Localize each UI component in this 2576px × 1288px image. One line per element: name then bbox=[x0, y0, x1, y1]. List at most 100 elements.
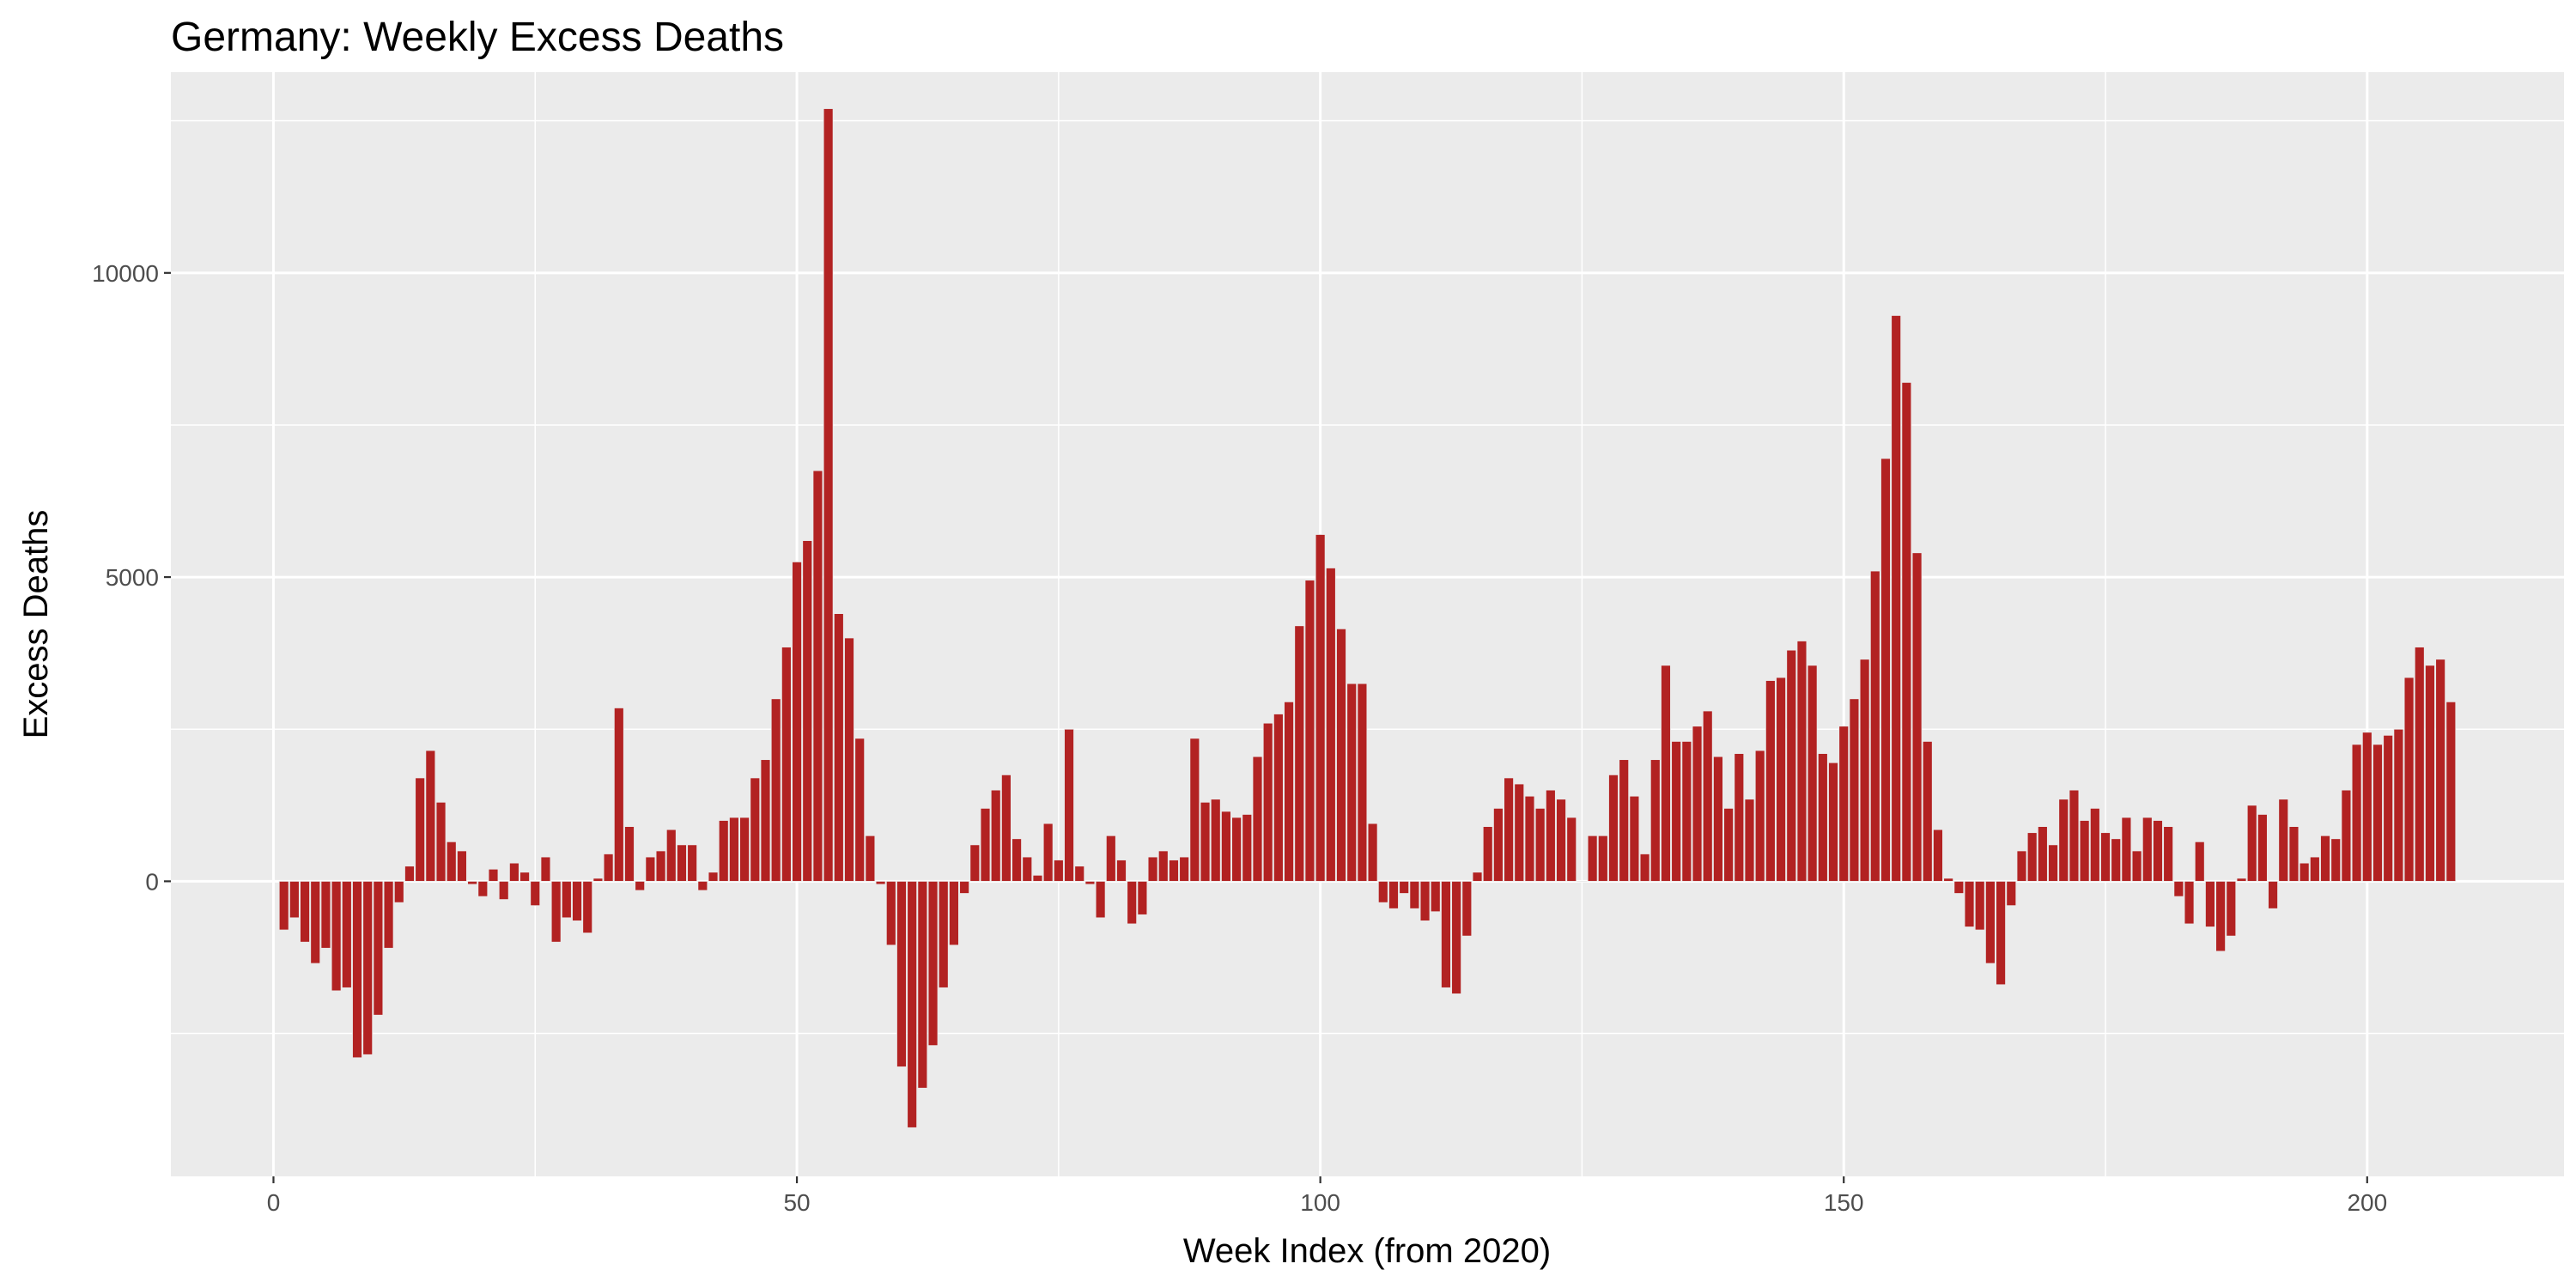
bar bbox=[1147, 856, 1158, 882]
bar bbox=[425, 750, 436, 882]
bar bbox=[613, 708, 624, 882]
bar bbox=[1880, 458, 1891, 882]
bar bbox=[446, 841, 457, 882]
plot-panel bbox=[171, 72, 2564, 1176]
bar bbox=[665, 829, 677, 882]
bar bbox=[833, 613, 844, 882]
bar bbox=[289, 880, 300, 919]
bar bbox=[2163, 826, 2174, 882]
chart-title: Germany: Weekly Excess Deaths bbox=[171, 15, 784, 60]
bar bbox=[1996, 880, 2006, 986]
bar bbox=[2121, 817, 2132, 882]
bar bbox=[1838, 726, 1850, 882]
bar bbox=[1116, 860, 1127, 882]
bar bbox=[1284, 701, 1294, 882]
x-axis-ticks: 0 50 100 150 200 bbox=[267, 1176, 2387, 1216]
bar bbox=[718, 820, 729, 882]
bar bbox=[1482, 826, 1493, 882]
y-tick-label: 5000 bbox=[106, 564, 159, 591]
x-tick-label: 50 bbox=[783, 1189, 810, 1216]
bar bbox=[2435, 659, 2446, 882]
bar bbox=[530, 880, 541, 907]
bar bbox=[1357, 683, 1368, 882]
bar bbox=[2016, 850, 2027, 882]
bar bbox=[854, 738, 866, 882]
bar bbox=[498, 880, 509, 901]
bar bbox=[592, 878, 604, 882]
bar bbox=[1943, 878, 1954, 882]
bar bbox=[938, 880, 949, 988]
bar bbox=[1911, 552, 1923, 882]
bar bbox=[2215, 880, 2227, 952]
bar bbox=[1974, 880, 1985, 931]
bar bbox=[1095, 880, 1106, 919]
bar bbox=[1074, 866, 1085, 882]
bar bbox=[373, 880, 384, 1016]
bar bbox=[750, 777, 761, 882]
bar bbox=[1157, 850, 1169, 882]
bar bbox=[1933, 829, 1943, 882]
bar bbox=[1744, 799, 1755, 882]
bar bbox=[645, 856, 656, 882]
bar bbox=[1064, 728, 1074, 882]
bar bbox=[1053, 860, 1064, 882]
bar bbox=[802, 540, 813, 882]
bar bbox=[1619, 759, 1630, 882]
bar bbox=[1409, 880, 1420, 909]
bar bbox=[1231, 817, 1242, 882]
bar bbox=[1807, 665, 1818, 882]
bar bbox=[1723, 807, 1734, 882]
bar bbox=[1869, 570, 1880, 882]
bar bbox=[2079, 820, 2090, 882]
bar bbox=[2361, 732, 2372, 882]
bar bbox=[415, 777, 426, 882]
bar bbox=[1649, 759, 1661, 882]
bar bbox=[2246, 805, 2257, 882]
bar bbox=[1419, 880, 1431, 921]
bar bbox=[687, 844, 698, 882]
bar bbox=[635, 880, 646, 891]
bar bbox=[2268, 880, 2278, 909]
bar bbox=[310, 880, 321, 964]
bar bbox=[2131, 850, 2142, 882]
bar bbox=[1859, 659, 1870, 882]
bar bbox=[812, 470, 823, 882]
bar bbox=[352, 880, 362, 1059]
bar bbox=[1169, 860, 1179, 882]
bar bbox=[2142, 817, 2153, 882]
bar bbox=[2330, 838, 2342, 882]
bar bbox=[1127, 880, 1138, 925]
bar bbox=[885, 880, 896, 946]
bar bbox=[1661, 665, 1671, 882]
y-tick-label: 10000 bbox=[92, 260, 159, 287]
bar bbox=[624, 826, 635, 882]
bar bbox=[1084, 880, 1096, 885]
bar bbox=[1210, 799, 1221, 882]
bar bbox=[1597, 835, 1608, 882]
bar bbox=[467, 880, 478, 885]
x-tick-label: 100 bbox=[1300, 1189, 1340, 1216]
bar bbox=[1032, 874, 1043, 882]
bar bbox=[823, 108, 834, 882]
bar bbox=[561, 880, 572, 919]
bar bbox=[2288, 826, 2300, 882]
bar bbox=[572, 880, 582, 921]
bar bbox=[2194, 841, 2205, 882]
bar bbox=[1514, 783, 1525, 882]
bar bbox=[300, 880, 310, 943]
bar bbox=[1022, 856, 1033, 882]
bar bbox=[844, 637, 854, 882]
bar bbox=[1430, 880, 1441, 913]
bar bbox=[1315, 534, 1326, 882]
bar bbox=[2153, 820, 2163, 882]
bar bbox=[655, 850, 666, 882]
bar bbox=[582, 880, 593, 933]
bar bbox=[1556, 799, 1566, 882]
bar bbox=[1252, 756, 1263, 882]
bar bbox=[896, 880, 907, 1067]
bar bbox=[1608, 774, 1619, 882]
bar bbox=[875, 880, 886, 885]
bar bbox=[1294, 625, 1305, 882]
y-axis-title: Excess Deaths bbox=[17, 510, 55, 739]
